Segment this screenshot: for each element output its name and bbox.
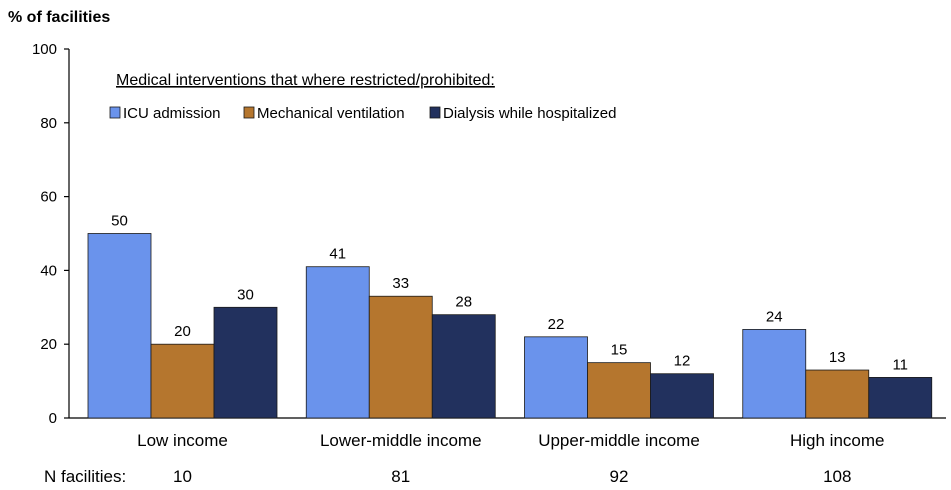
y-tick-label: 40 [40,262,57,279]
legend: ICU admission Mechanical ventilation Dialy… [109,105,616,122]
data-label: 50 [111,213,128,230]
bar [742,329,807,419]
legend-swatch [109,106,121,119]
n-facilities-value: 81 [391,467,410,486]
n-facilities-value: 108 [823,467,851,486]
y-tick-label: 0 [49,410,57,427]
legend-entry: Dialysis while hospitalized [443,105,616,122]
bar [213,306,278,419]
data-label: 41 [329,246,346,263]
data-label: 20 [174,323,191,340]
data-label: 33 [392,275,409,292]
data-label: 12 [674,353,691,370]
bar [431,314,496,419]
data-label: 15 [611,342,628,359]
category-labels: Low income Lower-middle income Upper-middl… [137,431,884,450]
y-tick-label: 100 [32,41,57,58]
bar [587,362,651,419]
legend-swatch [243,106,255,119]
category-label: Low income [137,431,228,450]
category-label: Upper-middle income [538,431,700,450]
y-tick-label: 60 [40,189,57,206]
data-label: 11 [892,356,908,373]
legend-swatch [429,106,441,119]
n-facilities-value: 10 [173,467,192,486]
legend-title: Medical interventions that where restric… [116,72,495,89]
bar [87,233,152,419]
data-label: 28 [455,294,472,311]
bar [868,377,933,419]
bar [305,266,370,419]
bar [368,295,433,419]
y-tick-label: 80 [40,115,57,132]
n-facilities-value: 92 [610,467,629,486]
n-facilities-values: 10 81 92 108 [173,467,851,486]
data-labels: 50 20 30 41 33 28 22 15 12 24 13 11 [111,213,908,374]
data-label: 13 [829,349,846,366]
category-label: Lower-middle income [320,431,482,450]
legend-entry: ICU admission [123,105,221,122]
bar [150,343,215,419]
bar [805,369,870,419]
y-tick-label: 20 [40,336,57,353]
bars [87,233,933,419]
bar [650,373,714,419]
legend-entry: Mechanical ventilation [257,105,405,122]
category-label: High income [790,431,885,450]
n-facilities-label: N facilities: [44,467,126,486]
bar [524,336,588,419]
data-label: 22 [548,316,565,333]
data-label: 24 [766,308,783,325]
y-axis-label: % of facilities [8,9,110,26]
data-label: 30 [237,286,254,303]
